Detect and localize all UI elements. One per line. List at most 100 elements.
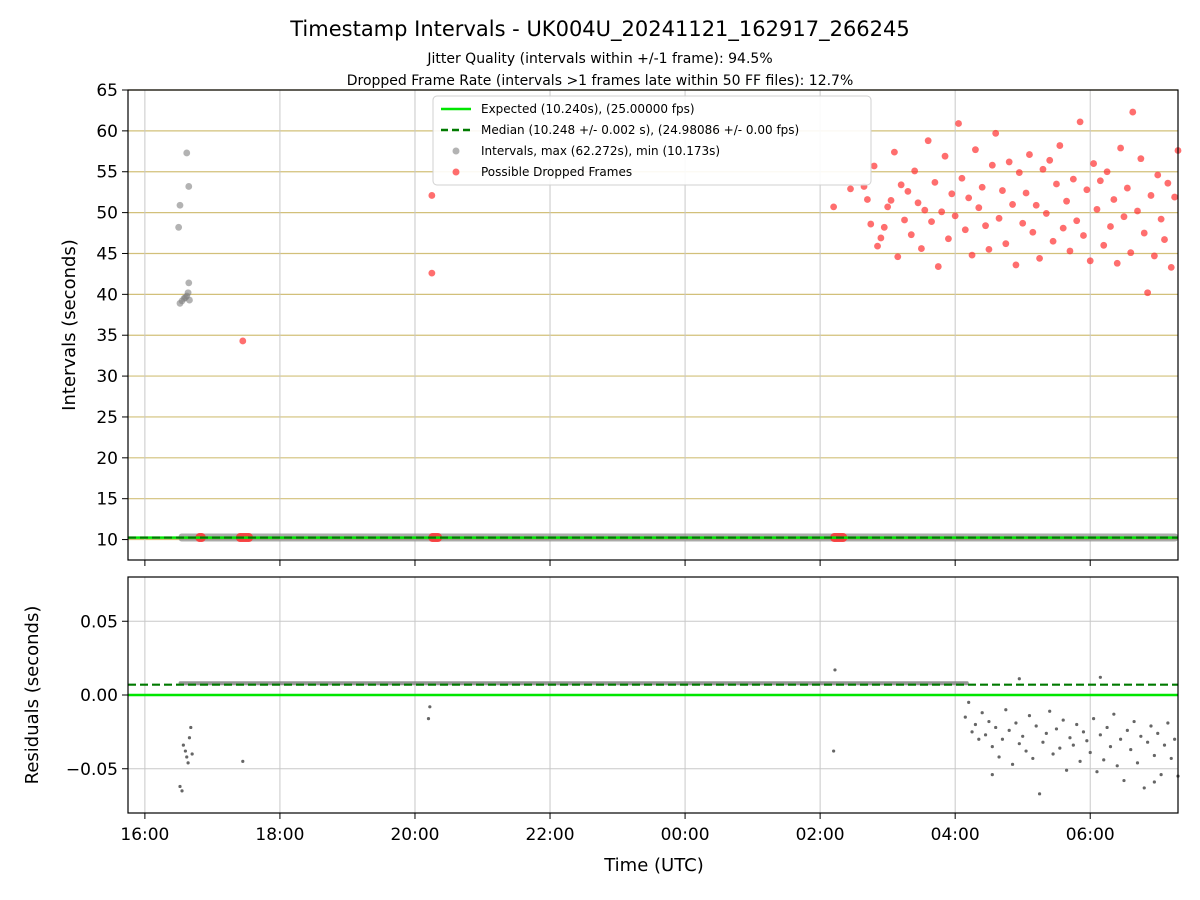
residual-point: [1166, 721, 1170, 725]
dropped-frame-point: [1086, 257, 1094, 265]
residual-point: [987, 719, 991, 724]
dropped-frame-point: [880, 223, 888, 231]
dropped-frame-point: [1127, 249, 1135, 257]
dropped-frame-point: [1120, 213, 1128, 221]
bottom-y-tick-label: −0.05: [66, 760, 118, 780]
residual-point: [1115, 764, 1119, 768]
dropped-frame-point: [972, 146, 979, 154]
chart-title: Timestamp Intervals - UK004U_20241121_16…: [289, 17, 910, 42]
dropped-frame-point: [1036, 254, 1043, 262]
dropped-frame-point: [874, 242, 881, 250]
residual-point: [994, 725, 998, 730]
dropped-frame-point: [428, 269, 436, 277]
residual-point: [1017, 742, 1021, 746]
residual-point: [1139, 734, 1143, 738]
interval-point: [184, 289, 192, 297]
residual-point: [1125, 728, 1129, 733]
dropped-frame-point: [239, 337, 247, 345]
residual-point: [1041, 740, 1045, 744]
dropped-frame-point: [968, 251, 976, 259]
legend-box: [432, 95, 872, 186]
x-tick-label: 16:00: [120, 825, 169, 845]
dropped-frame-point: [938, 208, 946, 216]
residual-point: [189, 725, 193, 730]
dropped-frame-point: [985, 245, 993, 253]
bottom-y-tick-label: 0.00: [80, 686, 118, 706]
residual-point: [1061, 718, 1065, 722]
residual-point: [1129, 747, 1133, 752]
dropped-frame-point: [1123, 184, 1131, 192]
legend-dropped-swatch: [452, 168, 460, 176]
dropped-frame-point: [1147, 192, 1155, 199]
residual-point: [1031, 756, 1035, 761]
residual-point: [190, 752, 194, 756]
residual-point: [1075, 722, 1079, 727]
residual-point: [1152, 753, 1156, 758]
top-y-tick-label: 40: [96, 285, 118, 305]
bottom-plot-frame: [127, 576, 1179, 814]
dropped-frame-point: [877, 234, 885, 242]
dropped-frame-point: [1066, 247, 1074, 255]
dropped-frame-point: [1009, 201, 1016, 208]
dropped-frame-point: [1107, 223, 1114, 230]
x-tick-label: 22:00: [526, 825, 575, 845]
dropped-frame-point: [890, 148, 898, 156]
interval-point: [183, 149, 191, 157]
interval-point: [185, 183, 193, 190]
dropped-frame-point: [1080, 232, 1087, 239]
residual-point: [178, 784, 182, 789]
dropped-frame-point: [1164, 179, 1172, 187]
residual-point: [1051, 752, 1055, 756]
x-tick-label: 00:00: [661, 825, 710, 845]
residual-point: [1112, 712, 1116, 716]
top-y-tick-label: 25: [96, 408, 118, 428]
dropped-frame-point: [1032, 201, 1040, 209]
residual-point: [180, 789, 184, 793]
dropped-frame-point: [1103, 168, 1111, 176]
dropped-frame-point: [1063, 197, 1070, 205]
dropped-frame-point: [951, 212, 959, 220]
dropped-frame-point: [1144, 289, 1152, 297]
residual-point: [977, 737, 981, 741]
dropped-frame-point: [1019, 219, 1027, 227]
residual-point: [185, 755, 189, 759]
residual-point: [1159, 773, 1163, 777]
interval-point: [175, 223, 183, 231]
residual-point: [963, 715, 967, 719]
dropped-frame-point: [904, 187, 912, 195]
dropped-frame-point: [995, 214, 1003, 222]
top-y-tick-label: 65: [96, 81, 118, 101]
residual-point: [967, 700, 971, 704]
residual-point: [833, 668, 837, 672]
residual-point: [1152, 780, 1156, 784]
dropped-frame-point: [1171, 193, 1179, 201]
dropped-frame-point: [1015, 169, 1023, 176]
dropped-frame-point: [945, 235, 952, 243]
dropped-frame-point: [955, 120, 962, 127]
residual-point: [973, 722, 978, 727]
dropped-frame-point: [1056, 142, 1064, 149]
residual-point: [1024, 749, 1028, 753]
residual-point: [186, 761, 190, 765]
dropped-frame-point: [1161, 236, 1168, 243]
residual-point: [1014, 721, 1018, 725]
x-tick-label: 20:00: [390, 825, 439, 845]
residual-point: [1017, 677, 1021, 681]
top-y-tick-label: 30: [96, 367, 118, 387]
residual-point: [997, 755, 1001, 759]
subtitle-dropped: Dropped Frame Rate (intervals >1 frames …: [347, 73, 854, 89]
legend-intervals: Intervals, max (62.272s), min (10.173s): [481, 144, 720, 158]
top-y-axis-label: Intervals (seconds): [59, 239, 80, 411]
dropped-frame-point: [1012, 261, 1020, 269]
dropped-frame-point: [1150, 252, 1158, 260]
dropped-frame-point: [924, 137, 932, 145]
legend-dropped: Possible Dropped Frames: [481, 165, 632, 179]
dropped-frame-point: [1046, 156, 1054, 164]
dropped-frame-point: [992, 129, 1000, 137]
dropped-frame-point: [918, 245, 925, 252]
residual-point: [1135, 761, 1140, 765]
dropped-frame-point: [982, 222, 989, 230]
dropped-frame-point: [1073, 217, 1081, 225]
residual-point: [181, 743, 185, 747]
residual-point: [1044, 731, 1048, 735]
